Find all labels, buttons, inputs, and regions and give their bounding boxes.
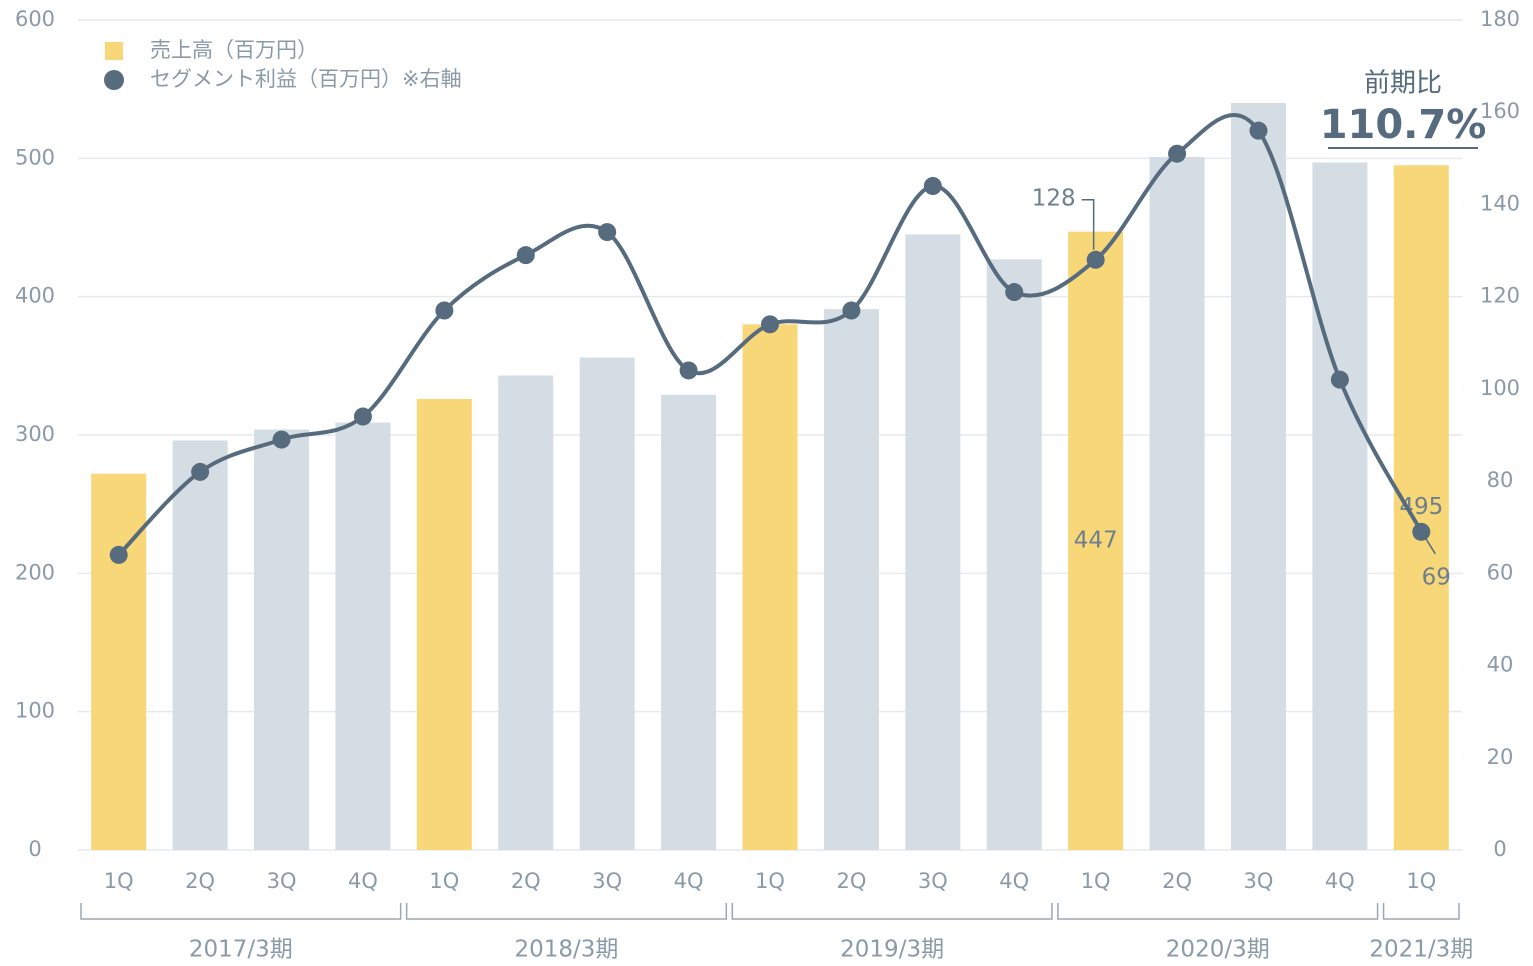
bar [1230, 103, 1286, 850]
x-tick-label: 4Q [348, 869, 378, 893]
y2-tick-label: 120 [1480, 284, 1520, 308]
x-tick-label: 2Q [511, 869, 541, 893]
x-tick-label: 2Q [185, 869, 215, 893]
x-tick-label: 1Q [1406, 869, 1436, 893]
bar [416, 399, 472, 850]
y-tick-label: 100 [15, 699, 55, 723]
point-value-label: 69 [1422, 564, 1451, 590]
period-bracket [731, 903, 1053, 920]
y-tick-label: 300 [15, 422, 55, 446]
legend-label: セグメント利益（百万円）※右軸 [150, 67, 462, 91]
line-point [272, 430, 291, 449]
y2-tick-label: 0 [1493, 837, 1506, 861]
line-point [435, 301, 454, 320]
period-bracket [1382, 903, 1460, 920]
bar [1312, 162, 1368, 850]
y2-tick-label: 140 [1480, 191, 1520, 215]
x-tick-label: 3Q [592, 869, 622, 893]
bar [1149, 156, 1205, 850]
line-point [923, 177, 942, 195]
line-point [1005, 283, 1024, 302]
x-tick-label: 3Q [1244, 869, 1274, 893]
bar [986, 259, 1042, 851]
bar [172, 440, 228, 850]
period-label: 2020/3期 [1166, 937, 1270, 963]
line-point [598, 223, 617, 242]
period-bracket [405, 903, 728, 920]
bar [823, 309, 879, 850]
period-bracket [80, 903, 402, 920]
bar [91, 473, 147, 850]
annotation-caption: 前期比 [1364, 69, 1442, 99]
x-tick-label: 4Q [674, 869, 704, 893]
x-tick-label: 2Q [836, 869, 866, 893]
y2-tick-label: 40 [1487, 653, 1514, 677]
leader [1081, 199, 1095, 250]
legend-label: 売上高（百万円） [150, 38, 318, 62]
annotation-value: 110.7% [1320, 102, 1487, 148]
point-value-label: 128 [1032, 185, 1076, 211]
x-tick-label: 1Q [429, 869, 459, 893]
bar [579, 357, 635, 850]
line-point [679, 361, 698, 380]
bar [905, 234, 961, 850]
y-tick-label: 200 [15, 560, 55, 584]
x-tick-label: 1Q [1081, 869, 1111, 893]
bar [254, 429, 310, 850]
y2-tick-label: 180 [1480, 7, 1520, 31]
y2-tick-label: 100 [1480, 376, 1520, 400]
x-tick-label: 4Q [1325, 869, 1355, 893]
legend-swatch [104, 70, 124, 90]
period-bracket [1057, 903, 1379, 920]
line-point [1330, 370, 1349, 389]
line-point [516, 246, 535, 265]
y2-tick-label: 20 [1487, 745, 1514, 769]
x-tick-label: 3Q [267, 869, 297, 893]
bar [1068, 231, 1124, 850]
legend-swatch [105, 42, 123, 60]
bar [661, 394, 717, 850]
bar [742, 324, 798, 850]
y-tick-label: 0 [28, 837, 41, 861]
period-label: 2021/3期 [1369, 937, 1473, 963]
leader [1424, 537, 1436, 555]
bar-value-label: 447 [1074, 527, 1118, 553]
y2-tick-label: 60 [1487, 560, 1514, 584]
x-tick-label: 4Q [999, 869, 1029, 893]
y-tick-label: 400 [15, 284, 55, 308]
line-point [1086, 250, 1105, 269]
bar [1393, 165, 1449, 850]
y2-tick-label: 80 [1487, 468, 1514, 492]
bar [335, 422, 391, 850]
line-point [1412, 522, 1431, 541]
line-point [109, 545, 128, 564]
x-tick-label: 2Q [1162, 869, 1192, 893]
period-label: 2017/3期 [189, 937, 293, 963]
bar [498, 375, 554, 850]
line-point [191, 462, 210, 481]
period-label: 2019/3期 [840, 937, 944, 963]
line-point [761, 315, 779, 334]
line-point [1168, 144, 1187, 163]
line-point [1249, 121, 1268, 140]
line-point [353, 407, 372, 426]
x-tick-label: 1Q [104, 869, 134, 893]
x-tick-label: 3Q [918, 869, 948, 893]
y-tick-label: 500 [15, 145, 55, 169]
y-tick-label: 600 [15, 7, 55, 31]
x-tick-label: 1Q [755, 869, 785, 893]
y2-tick-label: 160 [1480, 99, 1520, 123]
period-label: 2018/3期 [515, 937, 619, 963]
line-point [842, 301, 861, 320]
